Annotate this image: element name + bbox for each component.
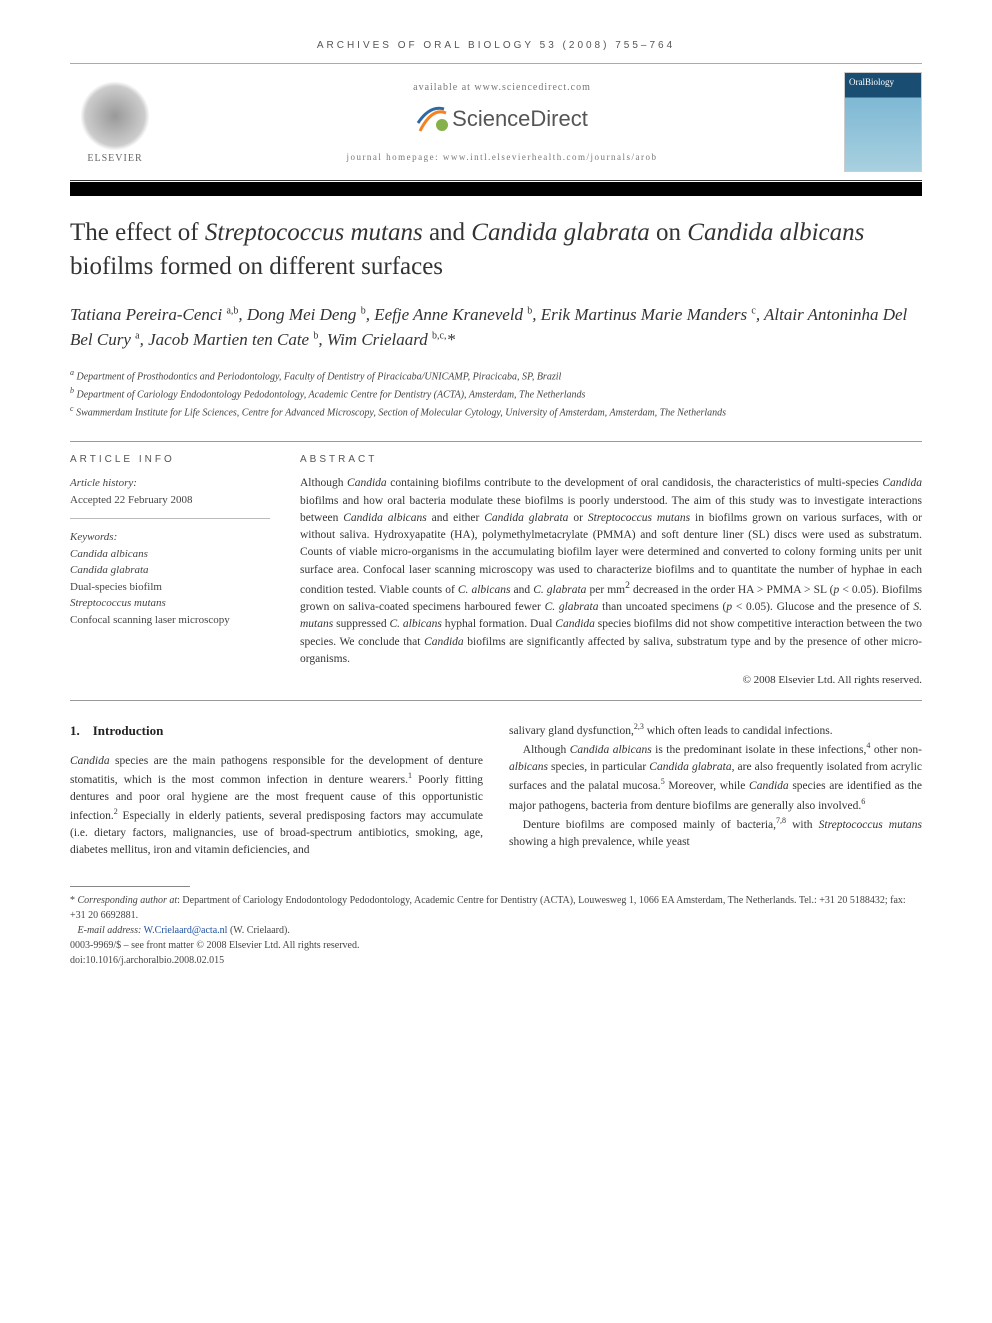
- title-part: on: [650, 219, 688, 246]
- body-paragraph: Although Candida albicans is the predomi…: [509, 740, 922, 814]
- affiliation-line: c Swammerdam Institute for Life Sciences…: [70, 403, 922, 421]
- email-link[interactable]: W.Crielaard@acta.nl: [144, 925, 228, 936]
- keyword-item: Confocal scanning laser microscopy: [70, 612, 270, 629]
- title-part: The effect of: [70, 219, 205, 246]
- abstract-text: Although Candida containing biofilms con…: [300, 475, 922, 668]
- affiliations: a Department of Prosthodontics and Perio…: [70, 367, 922, 422]
- article-title: The effect of Streptococcus mutans and C…: [70, 216, 922, 284]
- section-number: 1.: [70, 723, 80, 738]
- sciencedirect-logo: ScienceDirect: [416, 103, 588, 135]
- keywords-label: Keywords:: [70, 531, 117, 543]
- doi-line: doi:10.1016/j.archoralbio.2008.02.015: [70, 953, 922, 968]
- journal-cover-thumbnail: OralBiology: [844, 72, 922, 172]
- available-at-text: available at www.sciencedirect.com: [160, 82, 844, 93]
- sciencedirect-wordmark: ScienceDirect: [452, 106, 588, 132]
- title-part: and: [423, 219, 472, 246]
- elsevier-tree-icon: [80, 81, 150, 151]
- publisher-banner: ELSEVIER available at www.sciencedirect.…: [70, 63, 922, 181]
- affiliation-line: b Department of Cariology Endodontology …: [70, 385, 922, 403]
- black-divider-bar: [70, 182, 922, 196]
- body-paragraph: salivary gland dysfunction,2,3 which oft…: [509, 721, 922, 740]
- body-two-column: 1. Introduction Candida species are the …: [70, 721, 922, 860]
- keyword-item: Dual-species biofilm: [70, 579, 270, 596]
- journal-running-head: ARCHIVES OF ORAL BIOLOGY 53 (2008) 755–7…: [70, 40, 922, 51]
- section-heading: 1. Introduction: [70, 721, 483, 741]
- keywords-block: Keywords: Candida albicansCandida glabra…: [70, 529, 270, 628]
- title-species: Streptococcus mutans: [205, 219, 423, 246]
- info-abstract-row: ARTICLE INFO Article history: Accepted 2…: [70, 454, 922, 686]
- cover-title: OralBiology: [849, 77, 894, 87]
- keyword-item: Candida glabrata: [70, 562, 270, 579]
- article-history: Article history: Accepted 22 February 20…: [70, 475, 270, 519]
- corresponding-author: * Corresponding author at: Department of…: [70, 893, 922, 923]
- title-species: Candida albicans: [687, 219, 864, 246]
- sciencedirect-swoosh-icon: [416, 103, 448, 135]
- article-info-column: ARTICLE INFO Article history: Accepted 2…: [70, 454, 270, 686]
- elsevier-logo: ELSEVIER: [70, 81, 160, 164]
- journal-homepage-text: journal homepage: www.intl.elsevierhealt…: [160, 152, 844, 162]
- section-title: Introduction: [93, 723, 164, 738]
- history-label: Article history:: [70, 477, 137, 489]
- abstract-label: ABSTRACT: [300, 454, 922, 465]
- body-paragraph: Candida species are the main pathogens r…: [70, 753, 483, 860]
- affiliation-line: a Department of Prosthodontics and Perio…: [70, 367, 922, 385]
- author-list: Tatiana Pereira-Cenci a,b, Dong Mei Deng…: [70, 302, 922, 353]
- body-column-left: 1. Introduction Candida species are the …: [70, 721, 483, 860]
- copyright-line: © 2008 Elsevier Ltd. All rights reserved…: [300, 674, 922, 686]
- title-species: Candida glabrata: [471, 219, 650, 246]
- abstract-column: ABSTRACT Although Candida containing bio…: [300, 454, 922, 686]
- keyword-item: Candida albicans: [70, 546, 270, 563]
- divider: [70, 700, 922, 701]
- footnotes: * Corresponding author at: Department of…: [70, 893, 922, 968]
- accepted-date: Accepted 22 February 2008: [70, 494, 193, 506]
- keyword-item: Streptococcus mutans: [70, 595, 270, 612]
- elsevier-wordmark: ELSEVIER: [87, 153, 142, 164]
- body-paragraph: Denture biofilms are composed mainly of …: [509, 815, 922, 851]
- body-column-right: salivary gland dysfunction,2,3 which oft…: [509, 721, 922, 860]
- footnote-rule: [70, 886, 190, 887]
- email-line: E-mail address: W.Crielaard@acta.nl (W. …: [70, 923, 922, 938]
- email-label: E-mail address:: [78, 925, 142, 936]
- divider: [70, 441, 922, 442]
- issn-line: 0003-9969/$ – see front matter © 2008 El…: [70, 938, 922, 953]
- title-part: biofilms formed on different surfaces: [70, 253, 443, 280]
- article-info-label: ARTICLE INFO: [70, 454, 270, 465]
- banner-center: available at www.sciencedirect.com Scien…: [160, 82, 844, 162]
- email-author-name: (W. Crielaard).: [230, 925, 290, 936]
